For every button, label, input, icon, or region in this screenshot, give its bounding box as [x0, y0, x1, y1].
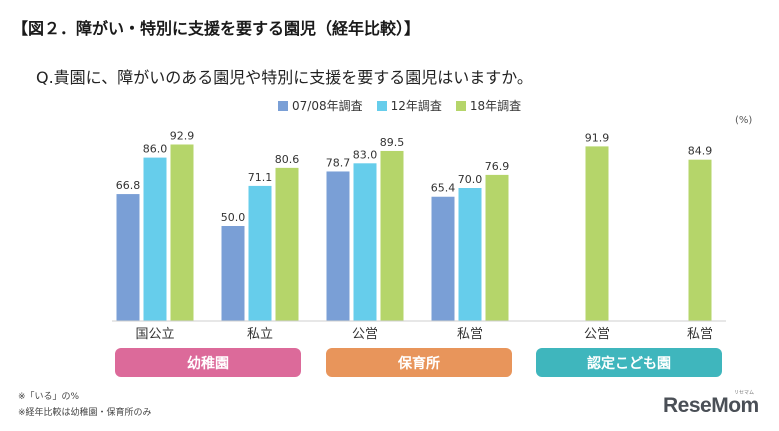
bar-3-series-2: [485, 174, 509, 321]
legend-label-0708: 07/08年調査: [292, 99, 363, 113]
unit-label: (%): [735, 115, 753, 126]
legend-item-18: 18年調査: [455, 97, 522, 114]
value-label-2-series-2: 89.5: [380, 136, 405, 149]
bar-0-series-1: [143, 157, 167, 321]
value-label-0-series-1: 86.0: [143, 143, 168, 156]
bar-2-series-1: [353, 163, 377, 321]
legend: 07/08年調査 12年調査 18年調査: [278, 97, 535, 114]
value-label-4-series-2: 91.9: [585, 131, 610, 144]
category-label-1: 私立: [247, 327, 273, 342]
bar-1-series-0: [221, 226, 245, 321]
value-label-3-series-2: 76.9: [485, 160, 510, 173]
chart-title: 【図２．障がい・特別に支援を要する園児（経年比較）】: [12, 19, 421, 38]
legend-swatch-0708: [278, 100, 288, 111]
legend-item-12: 12年調査: [376, 97, 442, 114]
bar-3-series-1: [458, 188, 482, 321]
category-label-2: 公営: [352, 327, 378, 342]
value-label-0-series-0: 66.8: [116, 179, 141, 192]
category-label-3: 私営: [457, 327, 483, 342]
bar-5-series-2: [688, 159, 712, 321]
resemom-logo-sub: リセマム: [734, 390, 755, 396]
bar-3-series-0: [431, 196, 455, 321]
value-label-0-series-2: 92.9: [170, 129, 195, 142]
category-label-5: 私営: [687, 327, 713, 342]
bar-1-series-1: [248, 185, 272, 321]
value-label-1-series-0: 50.0: [221, 211, 246, 224]
value-label-3-series-1: 70.0: [458, 173, 483, 186]
bar-1-series-2: [275, 167, 299, 321]
legend-label-12: 12年調査: [390, 99, 442, 113]
footnote-1: ※「いる」の%: [18, 392, 80, 402]
bar-0-series-0: [116, 194, 140, 321]
resemom-logo: ReseMom: [663, 394, 759, 417]
survey-question: Q.貴園に、障がいのある園児や特別に支援を要する園児はいますか。: [36, 68, 533, 87]
value-label-1-series-2: 80.6: [275, 153, 300, 166]
bar-4-series-2: [585, 146, 609, 321]
value-label-2-series-1: 83.0: [353, 148, 378, 161]
bar-2-series-0: [326, 171, 350, 321]
legend-label-18: 18年調査: [469, 99, 522, 113]
value-label-2-series-0: 78.7: [326, 156, 351, 169]
group-label-certified-center: 認定こども園: [536, 348, 722, 377]
legend-swatch-18: [455, 100, 466, 111]
value-label-1-series-1: 71.1: [248, 171, 273, 184]
legend-item-0707: 07/08年調査: [278, 97, 363, 114]
category-label-0: 国公立: [135, 327, 174, 342]
group-label-nursery: 保育所: [326, 348, 512, 377]
footnote-2: ※経年比較は幼稚園・保育所のみ: [18, 408, 152, 418]
bar-0-series-2: [170, 144, 194, 321]
value-label-5-series-2: 84.9: [688, 145, 713, 158]
legend-swatch-12: [376, 100, 387, 111]
group-label-kindergarten: 幼稚園: [115, 348, 301, 377]
category-label-4: 公営: [584, 327, 610, 342]
bar-2-series-2: [380, 150, 404, 321]
value-label-3-series-0: 65.4: [431, 182, 456, 195]
